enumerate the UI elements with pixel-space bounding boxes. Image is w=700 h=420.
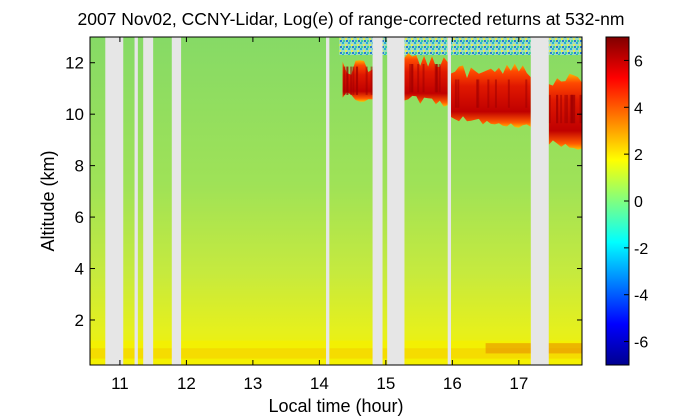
x-tick-label: 14 — [310, 374, 329, 393]
data-gap-1 — [105, 37, 124, 365]
colorbar-tick-label: 0 — [634, 194, 643, 211]
colorbar-ticks: 6 4 2 0 -2 -4 -6 — [624, 53, 648, 352]
cloud-core-streak — [352, 66, 355, 95]
colorbar-tick-label: -4 — [634, 288, 648, 305]
x-tick-label: 13 — [243, 374, 262, 393]
cloud-core-streak — [579, 94, 582, 124]
data-gap-8 — [447, 37, 452, 365]
cloud-core-streak — [476, 79, 479, 108]
x-tick-label: 17 — [509, 374, 528, 393]
cloud-core-streak — [477, 79, 480, 108]
cloud-core-streak — [507, 79, 510, 108]
cloud-core-streak — [457, 79, 460, 108]
cloud-segment-2 — [404, 53, 448, 107]
cloud-core-streak — [494, 79, 497, 108]
colorbar-tick-label: 4 — [634, 100, 643, 117]
y-axis-label: Altitude (km) — [38, 150, 58, 251]
y-tick-label: 10 — [65, 105, 84, 124]
cloud-core-streak — [525, 79, 528, 108]
cloud-core-streak — [422, 64, 425, 93]
cloud-core-streak — [411, 64, 414, 93]
cloud-core-streak — [435, 64, 438, 93]
colorbar-tick-label: 6 — [634, 53, 643, 70]
x-axis-ticks: 11 12 13 14 15 16 17 — [111, 37, 528, 393]
data-gap-5 — [326, 37, 330, 365]
cloud-core-streak — [566, 94, 569, 124]
y-tick-label: 2 — [75, 311, 84, 330]
cloud-layer — [342, 53, 582, 150]
x-tick-label: 12 — [177, 374, 196, 393]
y-tick-label: 6 — [75, 208, 84, 227]
cloud-core-streak — [556, 94, 559, 124]
colorbar: 6 4 2 0 -2 -4 -6 — [605, 36, 648, 366]
colorbar-tick-label: -6 — [634, 335, 648, 352]
cloud-core-streak — [572, 94, 575, 124]
colorbar-tick-label: -2 — [634, 241, 648, 258]
colorbar-gradient — [606, 37, 629, 365]
cloud-core-streak — [346, 66, 349, 95]
x-tick-label: 16 — [443, 374, 462, 393]
cloud-core-streak — [350, 66, 353, 95]
near-ground-layer — [90, 340, 582, 365]
cloud-core-streak — [548, 94, 551, 124]
cloud-core-streak — [417, 64, 420, 93]
y-tick-label: 4 — [75, 260, 84, 279]
data-gap-2 — [134, 37, 138, 365]
cloud-core-streak — [564, 94, 567, 124]
data-gap-6 — [372, 37, 383, 365]
data-gap-4 — [171, 37, 182, 365]
cloud-core-streak — [409, 64, 412, 93]
cloud-segment-3 — [451, 63, 531, 128]
y-axis-ticks: 2 4 6 8 10 12 — [65, 54, 582, 330]
y-tick-label: 8 — [75, 157, 84, 176]
y-tick-label: 12 — [65, 54, 84, 73]
cloud-core-streak — [569, 94, 572, 124]
data-gaps — [105, 37, 549, 365]
x-axis-label: Local time (hour) — [268, 396, 403, 416]
cloud-core-streak — [356, 66, 359, 95]
cloud-core-streak — [487, 79, 490, 108]
x-tick-label: 15 — [376, 374, 395, 393]
cloud-core-streak — [454, 79, 457, 108]
cloud-core-streak — [370, 66, 373, 95]
cloud-core-streak — [343, 66, 346, 95]
data-gap-3 — [143, 37, 154, 365]
cloud-core-streak — [571, 94, 574, 124]
near-ground-peak — [90, 348, 582, 359]
cloud-core-streak — [560, 94, 563, 124]
chart-title: 2007 Nov02, CCNY-Lidar, Log(e) of range-… — [77, 9, 624, 29]
x-tick-label: 11 — [111, 374, 129, 393]
data-gap-9 — [530, 37, 549, 365]
cloud-core-streak — [365, 66, 368, 95]
cloud-core-streak — [438, 64, 441, 93]
colorbar-tick-label: 2 — [634, 147, 643, 164]
data-gap-7 — [387, 37, 405, 365]
plot-area — [90, 37, 582, 365]
plot-frame — [89, 36, 583, 366]
